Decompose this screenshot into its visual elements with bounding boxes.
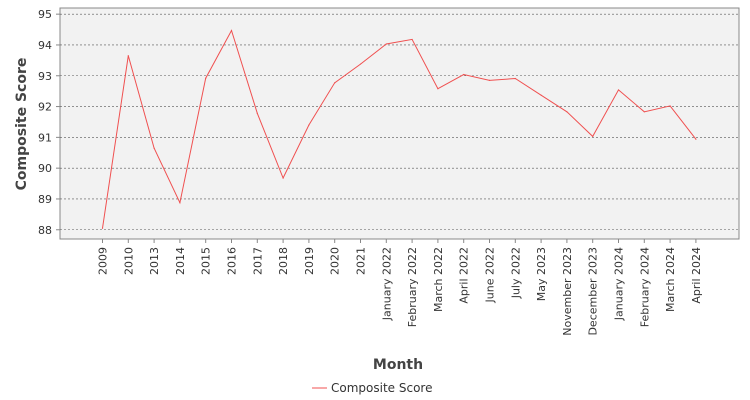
y-tick-label: 90	[38, 162, 52, 175]
x-tick-label: April 2022	[458, 247, 471, 304]
data-point	[179, 202, 181, 204]
x-tick-label: July 2022	[509, 247, 522, 299]
x-tick-label: 2015	[200, 247, 213, 275]
data-point	[256, 112, 258, 114]
data-point	[308, 124, 310, 126]
x-tick-label: 2016	[226, 247, 239, 275]
data-point	[411, 38, 413, 41]
x-tick-label: June 2022	[484, 247, 497, 303]
data-point	[127, 55, 129, 57]
x-tick-label: 2019	[303, 247, 316, 275]
data-point	[488, 79, 491, 81]
data-point	[205, 77, 207, 79]
y-tick-label: 92	[38, 101, 52, 114]
x-tick-label: February 2024	[638, 247, 651, 327]
x-tick-label: 2021	[355, 247, 368, 275]
data-point	[540, 94, 542, 96]
y-tick-label: 95	[38, 8, 52, 21]
y-tick-label: 93	[38, 70, 52, 83]
x-tick-label: 2014	[174, 247, 187, 275]
data-point	[514, 77, 516, 80]
x-axis-ticks: 2009 2010 2013 2014 2015 2016 2017 2018 2019 2020…	[97, 239, 703, 336]
data-point	[101, 227, 104, 229]
series-line	[102, 29, 697, 229]
x-tick-label: 2020	[329, 247, 342, 275]
x-tick-label: February 2022	[406, 247, 419, 327]
data-point	[282, 177, 284, 179]
x-tick-label: April 2024	[690, 247, 703, 304]
series-layer	[101, 29, 697, 229]
y-axis-ticks: 88 89 90 91 92 93 94 95	[38, 8, 60, 237]
grid-lines	[60, 13, 739, 231]
y-tick-label: 89	[38, 193, 52, 206]
data-point	[334, 82, 336, 84]
x-tick-label: March 2024	[664, 247, 677, 312]
x-tick-label: November 2023	[561, 247, 574, 336]
x-tick-label: 2018	[277, 247, 290, 275]
data-point	[566, 111, 568, 113]
data-point	[695, 138, 697, 140]
data-point	[643, 111, 645, 113]
y-tick-label: 94	[38, 39, 52, 52]
data-point	[359, 63, 362, 65]
x-tick-label: 2009	[97, 247, 110, 275]
y-tick-label: 88	[38, 224, 52, 237]
x-tick-label: 2010	[122, 247, 135, 275]
data-point	[617, 89, 620, 91]
x-tick-label: December 2023	[587, 247, 600, 336]
y-axis-title: Composite Score	[14, 58, 30, 191]
x-tick-label: 2013	[148, 247, 161, 275]
x-axis-title: Month	[373, 357, 423, 373]
x-tick-label: 2017	[251, 247, 264, 275]
y-tick-label: 91	[38, 131, 52, 144]
data-point	[669, 105, 671, 107]
data-point	[385, 43, 387, 45]
x-tick-label: March 2022	[432, 247, 445, 312]
legend: Composite Score	[312, 381, 432, 395]
data-point	[592, 135, 594, 138]
x-tick-label: May 2023	[535, 247, 548, 301]
x-tick-label: January 2024	[613, 247, 626, 321]
plot-area	[59, 7, 740, 240]
data-point	[153, 147, 155, 149]
data-point	[463, 73, 465, 76]
x-tick-label: January 2022	[380, 247, 393, 321]
data-point	[230, 29, 233, 32]
legend-label: Composite Score	[331, 381, 432, 395]
data-point	[437, 88, 439, 90]
